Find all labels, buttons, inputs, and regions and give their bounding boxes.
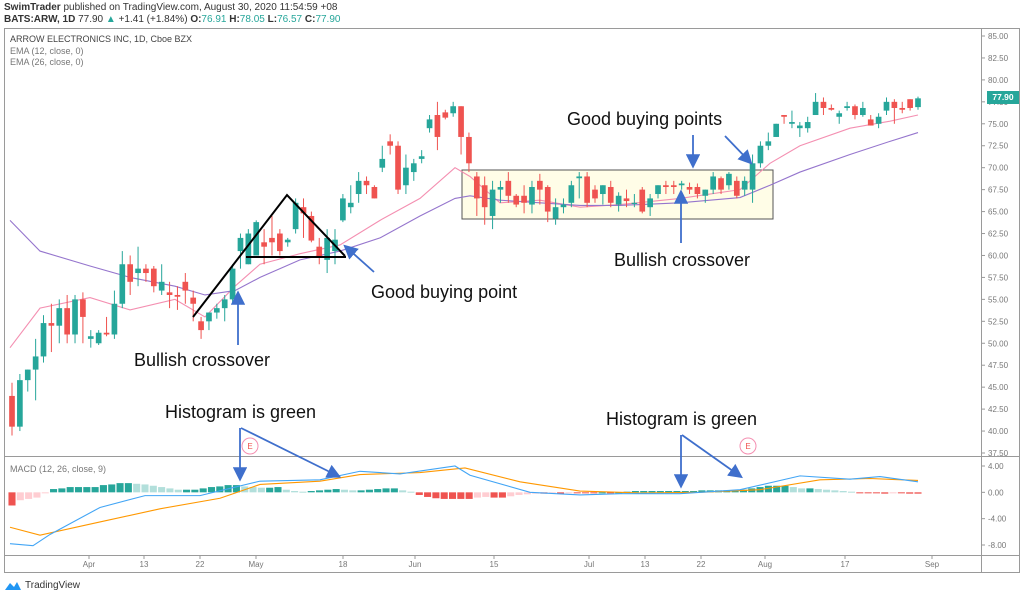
price-change: +1.41 (+1.84%)	[118, 14, 188, 25]
svg-text:55.00: 55.00	[988, 295, 1009, 304]
svg-text:67.50: 67.50	[988, 186, 1009, 195]
price-axis[interactable]: 85.0082.5080.0077.5075.0072.5070.0067.50…	[981, 32, 1009, 458]
svg-text:45.00: 45.00	[988, 383, 1009, 392]
last-price-tag: 77.90	[987, 91, 1019, 104]
svg-text:15: 15	[490, 560, 499, 569]
svg-text:Jul: Jul	[584, 560, 594, 569]
svg-text:17: 17	[841, 560, 850, 569]
svg-text:22: 22	[697, 560, 706, 569]
high-label: H:	[229, 14, 240, 25]
bullish-crossover-label-1: Bullish crossover	[134, 350, 270, 370]
good-buying-point-label: Good buying point	[371, 282, 517, 302]
svg-text:62.50: 62.50	[988, 230, 1009, 239]
up-triangle-icon: ▲	[105, 14, 116, 25]
svg-text:82.50: 82.50	[988, 54, 1009, 63]
high-value: 78.05	[239, 14, 265, 25]
ema26-legend[interactable]: EMA (26, close, 0)	[10, 57, 84, 67]
svg-text:-4.00: -4.00	[988, 515, 1007, 524]
arrow-icon	[240, 427, 342, 478]
close-label: C:	[304, 14, 316, 25]
earnings-marker-1[interactable]: E	[241, 437, 259, 455]
time-axis[interactable]: Apr 13 22 May 18 Jun 15 Jul 13 22 Aug 17 Sep	[83, 555, 940, 569]
svg-text:May: May	[248, 560, 263, 569]
arrow-icon	[343, 244, 375, 273]
svg-text:75.00: 75.00	[988, 120, 1009, 129]
annotation-arrows	[230, 135, 753, 489]
svg-text:60.00: 60.00	[988, 251, 1009, 260]
histogram-green-label-1: Histogram is green	[165, 402, 316, 422]
svg-text:70.00: 70.00	[988, 164, 1009, 173]
svg-text:85.00: 85.00	[988, 32, 1009, 41]
svg-text:Aug: Aug	[758, 560, 772, 569]
brand-name: TradingView	[25, 580, 81, 591]
svg-text:Sep: Sep	[925, 560, 940, 569]
good-buying-points-label: Good buying points	[567, 109, 722, 129]
svg-text:40.00: 40.00	[988, 427, 1009, 436]
ema-lines	[9, 114, 919, 348]
open-label: O:	[190, 14, 202, 25]
chart-title[interactable]: ARROW ELECTRONICS INC, 1D, Cboe BZX	[10, 34, 193, 44]
low-value: 76.57	[277, 14, 303, 25]
svg-text:13: 13	[140, 560, 149, 569]
tradingview-logo[interactable]: TradingView	[4, 580, 80, 591]
svg-text:42.50: 42.50	[988, 405, 1009, 414]
arrow-icon	[724, 135, 753, 165]
svg-text:22: 22	[196, 560, 205, 569]
svg-text:50.00: 50.00	[988, 339, 1009, 348]
low-label: L:	[267, 14, 278, 25]
svg-text:4.00: 4.00	[988, 462, 1004, 471]
cloud-logo-icon	[5, 582, 21, 590]
svg-text:52.50: 52.50	[988, 317, 1009, 326]
svg-text:13: 13	[641, 560, 650, 569]
ema12-legend[interactable]: EMA (12, close, 0)	[10, 46, 84, 56]
symbol-info: BATS:ARW, 1D 77.90 ▲ +1.41 (+1.84%) O:76…	[4, 14, 340, 25]
macd-lines	[9, 465, 919, 547]
published-text: published on TradingView.com, August 30,…	[63, 2, 338, 13]
bullish-crossover-label-2: Bullish crossover	[614, 250, 750, 270]
svg-text:Apr: Apr	[83, 560, 96, 569]
candlesticks	[9, 93, 921, 436]
earnings-label: E	[745, 442, 750, 451]
svg-text:Jun: Jun	[409, 560, 422, 569]
svg-text:65.00: 65.00	[988, 208, 1009, 217]
chart-frame	[4, 28, 1020, 573]
svg-text:-8.00: -8.00	[988, 541, 1007, 550]
publish-info: SwimTrader published on TradingView.com,…	[4, 2, 338, 13]
open-value: 76.91	[201, 14, 227, 25]
svg-text:47.50: 47.50	[988, 361, 1009, 370]
svg-text:37.50: 37.50	[988, 449, 1009, 458]
svg-text:57.50: 57.50	[988, 273, 1009, 282]
earnings-marker-2[interactable]: E	[739, 437, 757, 455]
macd-legend[interactable]: MACD (12, 26, close, 9)	[10, 464, 107, 474]
earnings-label: E	[247, 442, 252, 451]
svg-text:72.50: 72.50	[988, 142, 1009, 151]
svg-text:80.00: 80.00	[988, 76, 1009, 85]
svg-text:18: 18	[339, 560, 348, 569]
macd-histogram	[8, 483, 922, 506]
triangle-pattern-drawing[interactable]	[192, 193, 346, 318]
publisher-name[interactable]: SwimTrader	[4, 2, 61, 13]
close-value: 77.90	[315, 14, 341, 25]
arrow-icon	[681, 434, 743, 479]
macd-axis[interactable]: 4.00 0.00 -4.00 -8.00	[981, 462, 1007, 550]
svg-text:0.00: 0.00	[988, 488, 1004, 497]
last-price: 77.90	[78, 14, 104, 25]
symbol-label: BATS:ARW, 1D	[4, 14, 76, 25]
histogram-green-label-2: Histogram is green	[606, 409, 757, 429]
